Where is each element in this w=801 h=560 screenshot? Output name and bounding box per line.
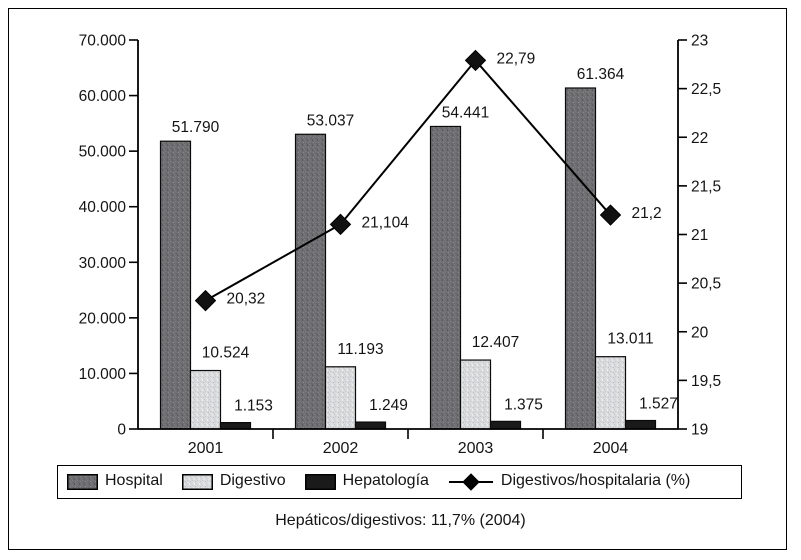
svg-text:50.000: 50.000	[79, 144, 127, 161]
svg-text:10.000: 10.000	[79, 366, 127, 383]
svg-text:1.375: 1.375	[504, 396, 543, 413]
svg-text:70.000: 70.000	[79, 33, 127, 50]
legend-label-digestivo: Digestivo	[219, 472, 286, 489]
svg-text:2004: 2004	[593, 440, 629, 457]
svg-text:2003: 2003	[458, 440, 494, 457]
svg-text:1.527: 1.527	[639, 396, 678, 413]
svg-text:20.000: 20.000	[79, 310, 127, 327]
legend-label-hepatologia: Hepatología	[342, 472, 429, 489]
digestivo-swatch-icon	[181, 474, 213, 490]
svg-text:23: 23	[691, 33, 708, 50]
svg-text:21,104: 21,104	[362, 214, 410, 231]
hepatologia-swatch-icon	[304, 474, 336, 490]
svg-text:13.011: 13.011	[607, 331, 653, 348]
svg-text:10.524: 10.524	[202, 345, 250, 362]
svg-text:22,79: 22,79	[497, 50, 536, 67]
svg-text:20,5: 20,5	[691, 276, 721, 293]
svg-text:0: 0	[117, 422, 126, 439]
svg-text:1.249: 1.249	[369, 397, 408, 414]
legend: Hospital Digestivo Hepatología Digestivo…	[57, 465, 742, 499]
svg-text:20: 20	[691, 324, 709, 341]
svg-text:21,5: 21,5	[691, 178, 721, 195]
legend-label-line: Digestivos/hospitalaria (%)	[500, 472, 691, 489]
svg-text:21,2: 21,2	[632, 205, 662, 222]
hospital-swatch-icon	[67, 474, 98, 490]
footer-note: Hepáticos/digestivos: 11,7% (2004)	[275, 512, 526, 529]
svg-text:21: 21	[691, 227, 708, 244]
legend-item-hepatologia: Hepatología	[304, 472, 429, 490]
svg-text:2002: 2002	[323, 440, 359, 457]
svg-text:22: 22	[691, 130, 708, 147]
svg-text:2001: 2001	[188, 440, 224, 457]
svg-text:1.153: 1.153	[234, 398, 273, 415]
legend-item-line: Digestivos/hospitalaria (%)	[448, 473, 690, 491]
svg-text:11.193: 11.193	[337, 341, 383, 358]
svg-text:60.000: 60.000	[79, 88, 127, 105]
svg-text:30.000: 30.000	[79, 255, 127, 272]
svg-text:12.407: 12.407	[472, 334, 519, 351]
svg-text:40.000: 40.000	[79, 199, 127, 216]
svg-text:19,5: 19,5	[691, 373, 721, 390]
svg-text:20,32: 20,32	[227, 291, 266, 308]
legend-item-digestivo: Digestivo	[181, 472, 286, 490]
svg-text:61.364: 61.364	[577, 66, 625, 83]
svg-text:22,5: 22,5	[691, 81, 721, 98]
legend-label-hospital: Hospital	[105, 472, 163, 489]
svg-text:54.441: 54.441	[442, 104, 489, 121]
legend-item-hospital: Hospital	[67, 472, 163, 490]
svg-text:53.037: 53.037	[307, 112, 354, 129]
svg-text:19: 19	[691, 422, 708, 439]
line-marker-sample-icon	[448, 473, 493, 491]
svg-text:51.790: 51.790	[172, 119, 220, 136]
